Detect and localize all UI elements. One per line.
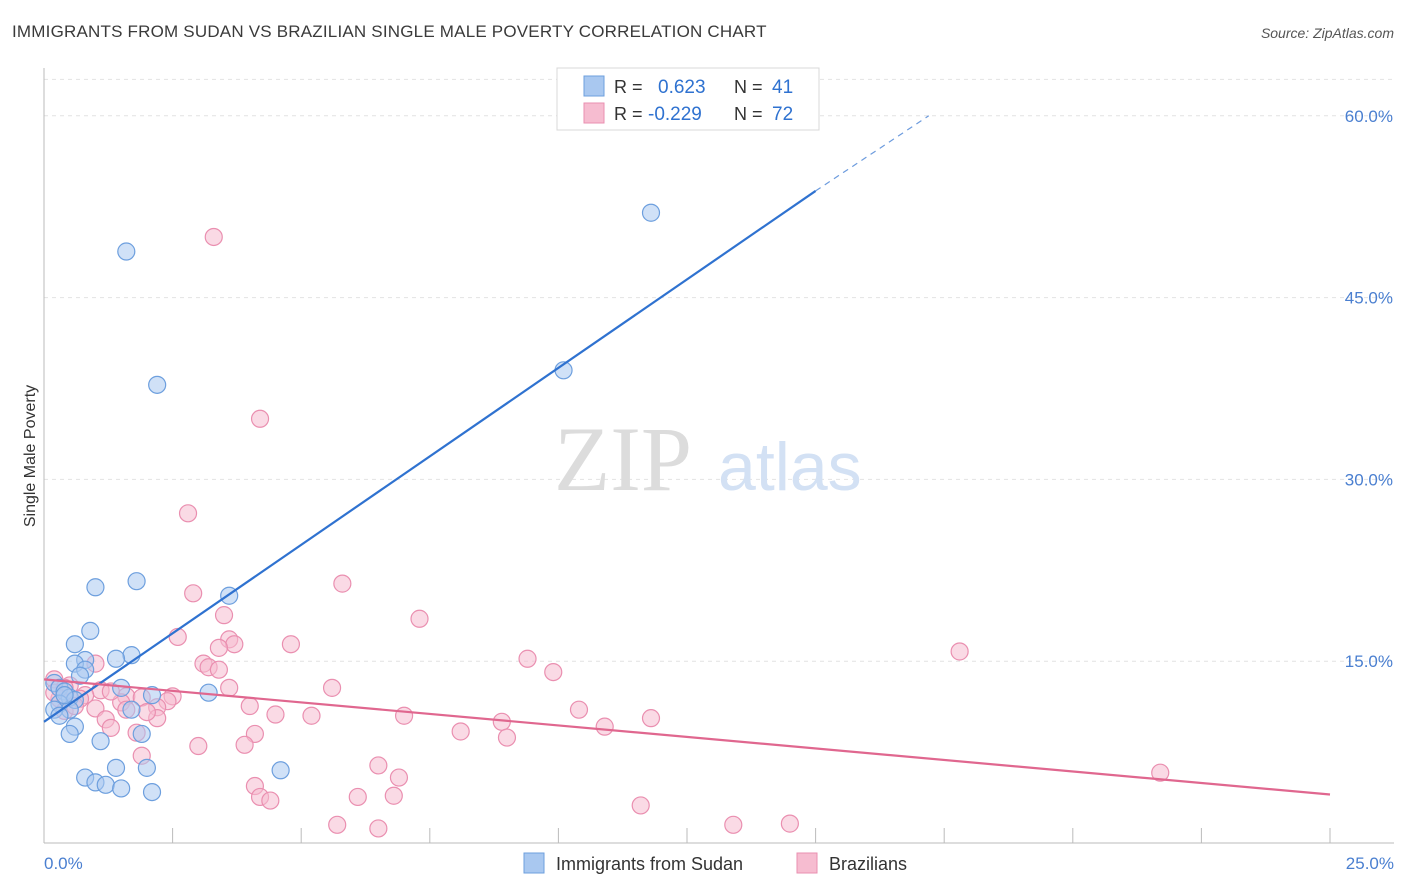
series-legend: Immigrants from Sudan Brazilians	[523, 852, 907, 874]
sudan-point	[142, 686, 162, 705]
brazil-point	[394, 706, 414, 725]
brazil-trend-line	[43, 678, 1331, 796]
legend-brazil-swatch	[796, 852, 818, 874]
x-tick-label-min: 0.0%	[44, 854, 83, 873]
brazil-r-value: -0.229	[648, 104, 702, 125]
sudan-n-label: N =	[734, 77, 763, 97]
y-tick-label: 60.0%	[1345, 107, 1393, 126]
sudan-point	[117, 242, 136, 261]
brazil-point	[410, 609, 429, 628]
brazil-point	[595, 717, 614, 736]
y-tick-label: 15.0%	[1345, 652, 1393, 671]
brazil-point	[220, 678, 239, 697]
watermark-atlas: atlas	[718, 429, 862, 505]
sudan-point	[65, 635, 84, 654]
sudan-r-value: 0.623	[658, 77, 706, 98]
source-credit: Source: ZipAtlas.com	[1260, 25, 1394, 41]
brazil-point	[209, 638, 228, 657]
legend-sudan-label: Immigrants from Sudan	[556, 854, 743, 874]
sudan-trend-extension	[815, 115, 930, 192]
brazil-point	[281, 635, 301, 654]
brazil-point	[328, 815, 347, 834]
brazil-point	[302, 706, 321, 725]
brazil-point	[384, 786, 403, 805]
brazil-point	[780, 814, 799, 833]
brazil-point	[261, 791, 280, 810]
brazil-point	[184, 584, 203, 603]
chart-title: IMMIGRANTS FROM SUDAN VS BRAZILIAN SINGL…	[12, 22, 767, 41]
brazil-point	[266, 705, 285, 724]
sudan-point	[96, 775, 115, 794]
sudan-point	[132, 724, 151, 744]
sudan-point	[91, 732, 110, 751]
sudan-point	[641, 203, 661, 222]
brazil-point	[137, 702, 156, 722]
brazil-n-label: N =	[734, 104, 763, 124]
brazil-point	[544, 662, 563, 682]
brazil-point	[724, 815, 743, 834]
brazil-r-label: R =	[614, 104, 643, 124]
sudan-point	[55, 686, 74, 705]
brazil-point	[235, 735, 254, 754]
x-axis-ticks	[43, 828, 1331, 843]
brazil-point	[333, 574, 352, 593]
sudan-trend-line	[43, 190, 817, 723]
watermark-zip: ZIP	[554, 408, 692, 510]
y-tick-label: 45.0%	[1345, 289, 1393, 308]
brazil-point	[631, 796, 650, 815]
brazil-point	[518, 649, 537, 668]
brazil-point	[369, 756, 388, 775]
brazil-point	[348, 787, 367, 807]
sudan-point	[81, 621, 100, 640]
sudan-point	[86, 578, 105, 597]
brazil-point	[225, 635, 244, 654]
sudan-point	[127, 572, 146, 591]
sudan-r-label: R =	[614, 77, 643, 97]
brazil-point	[369, 819, 388, 838]
sudan-point	[60, 724, 79, 744]
legend-sudan-swatch	[523, 852, 545, 874]
y-axis-label: Single Male Poverty	[22, 385, 39, 527]
brazil-point	[569, 700, 589, 719]
brazil-point	[209, 660, 228, 679]
brazil-point	[250, 409, 270, 428]
brazil-point	[497, 728, 517, 747]
sudan-point	[70, 666, 90, 685]
legend-brazil-label: Brazilians	[829, 854, 907, 874]
brazil-point	[101, 718, 120, 737]
brazil-point	[451, 722, 470, 741]
y-tick-label: 30.0%	[1345, 470, 1393, 489]
sudan-point	[122, 700, 141, 719]
sudan-n-value: 41	[772, 77, 793, 98]
brazil-point	[178, 504, 198, 523]
sudan-point	[112, 779, 131, 798]
brazil-point	[1151, 763, 1170, 782]
sudan-swatch	[583, 75, 605, 97]
sudan-point	[148, 375, 167, 394]
brazil-point	[322, 678, 342, 697]
sudan-point	[142, 782, 162, 802]
sudan-point	[271, 761, 290, 780]
brazil-point	[240, 696, 259, 716]
sudan-point	[106, 758, 126, 777]
brazil-n-value: 72	[772, 104, 793, 125]
sudan-point	[137, 758, 156, 777]
brazil-swatch	[583, 102, 605, 124]
gridlines	[44, 78, 1394, 662]
y-tick-labels: 15.0% 30.0% 45.0% 60.0%	[1345, 107, 1393, 671]
brazil-point	[214, 606, 234, 625]
brazil-point	[950, 642, 969, 661]
brazilians-points	[45, 227, 1170, 838]
stats-legend: R = 0.623 N = 41 R = -0.229 N = 72	[556, 67, 820, 131]
brazil-point	[389, 768, 409, 787]
sudan-point	[106, 649, 126, 668]
x-tick-label-max: 25.0%	[1346, 854, 1394, 873]
brazil-point	[189, 736, 208, 756]
brazil-point	[204, 227, 223, 247]
brazil-point	[641, 709, 661, 728]
trend-lines	[43, 115, 1331, 796]
